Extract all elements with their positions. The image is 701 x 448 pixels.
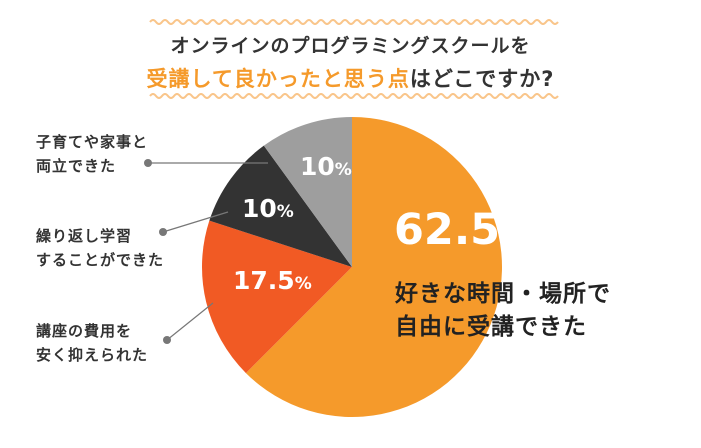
- pie-slice-repeat: [209, 145, 352, 267]
- label-flexible-line-2: 自由に受講できた: [395, 314, 587, 340]
- pct-label-repeat: 10%: [242, 194, 294, 227]
- pie-slices: [201, 117, 503, 417]
- pct-unit-flexible: %: [500, 214, 533, 252]
- chart-title-line-1: オンラインのプログラミングスクールを: [170, 35, 531, 57]
- pct-unit-repeat: %: [276, 202, 294, 222]
- leader-repeat: [159, 211, 229, 236]
- label-repeat-line-2: することができた: [36, 251, 165, 269]
- pct-label-parenting: 10%: [300, 152, 352, 185]
- pct-value-flexible: 62.5: [394, 205, 501, 255]
- wavy-line-bottom: [149, 93, 559, 99]
- label-parenting-line-1: 子育てや家事と: [36, 133, 149, 151]
- label-cost-line-1: 講座の費用を: [36, 322, 133, 340]
- wavy-line-top: [149, 19, 559, 25]
- pct-value-low-cost: 17.5: [233, 266, 295, 295]
- pct-label-low-cost: 17.5%: [233, 266, 312, 299]
- label-low-cost: 講座の費用を 安く抑えられた: [36, 319, 148, 367]
- pct-unit-parenting: %: [334, 160, 352, 180]
- chart-title-rest: はどこですか?: [409, 67, 555, 91]
- pct-value-parenting: 10: [300, 152, 335, 181]
- leader-low-cost: [163, 302, 214, 344]
- leader-parenting: [144, 159, 268, 167]
- label-flexible-time-place: 好きな時間・場所で 自由に受講できた: [395, 278, 611, 344]
- pct-unit-low-cost: %: [294, 274, 312, 294]
- pct-label-flexible: 62.5%: [394, 206, 532, 257]
- leader-lines: [144, 159, 268, 344]
- label-repeat-line-1: 繰り返し学習: [36, 227, 133, 245]
- label-flexible-line-1: 好きな時間・場所で: [395, 281, 611, 307]
- pct-value-repeat: 10: [242, 194, 277, 223]
- pie-slice-flexible: [245, 117, 503, 417]
- chart-title-line-2: 受講して良かったと思う点はどこですか?: [0, 63, 701, 93]
- label-cost-line-2: 安く抑えられた: [36, 346, 149, 364]
- pie-slice-parenting: [263, 117, 352, 267]
- label-repeat-learning: 繰り返し学習 することができた: [36, 224, 164, 272]
- chart-title-accent: 受講して良かったと思う点: [146, 67, 410, 91]
- title-underline-decoration: [149, 19, 559, 99]
- label-parenting-line-2: 両立できた: [36, 157, 117, 175]
- pie-slice-low-cost: [201, 220, 352, 374]
- label-parenting-housework: 子育てや家事と 両立できた: [36, 130, 148, 178]
